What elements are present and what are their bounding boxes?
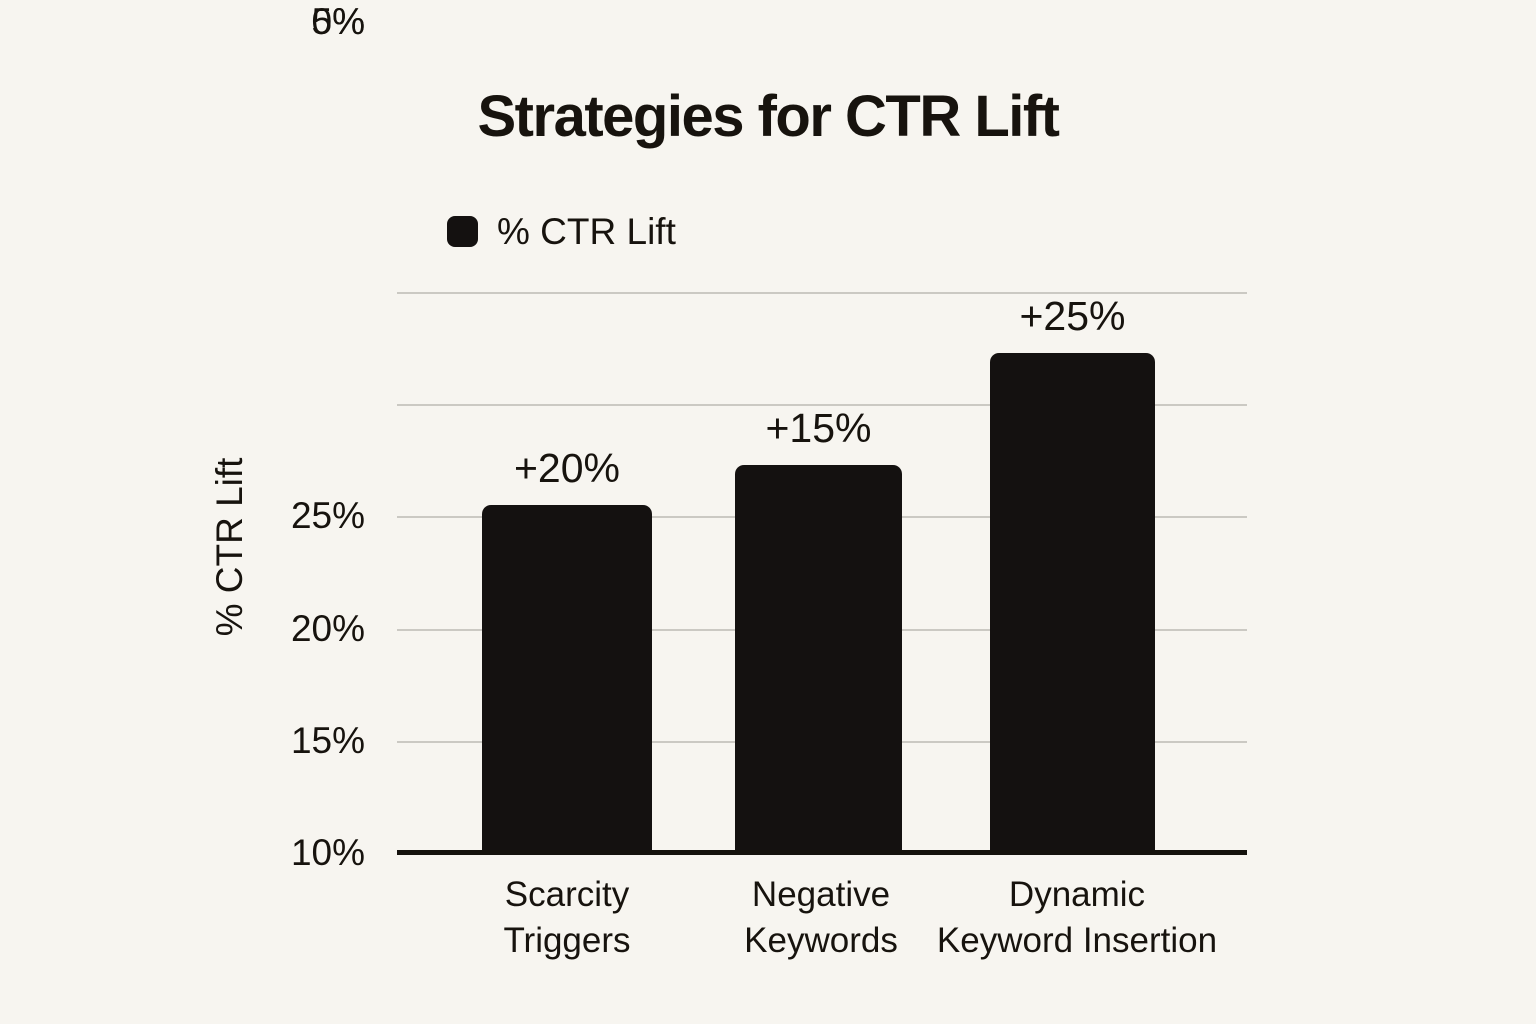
x-category-label: Scarcity Triggers xyxy=(503,875,631,960)
bar xyxy=(990,352,1155,853)
bar xyxy=(735,464,902,853)
y-tick-label: 5% xyxy=(311,1,365,42)
x-axis-line xyxy=(397,850,1247,855)
y-tick-label: 25% xyxy=(290,495,365,536)
y-tick-label: 15% xyxy=(290,720,365,761)
bar-column-scarcity-triggers: +20% xyxy=(482,292,652,853)
bar-column-dynamic-keyword-insertion: +25% xyxy=(990,292,1155,853)
bar-column-negative-keywords: +15% xyxy=(735,292,902,853)
y-tick-label: 10% xyxy=(290,832,365,873)
plot-area: +20% +15% +25% xyxy=(397,292,1247,855)
bar-value-label: +15% xyxy=(765,404,872,451)
bar-value-label: +25% xyxy=(1019,292,1126,339)
x-category-label: Dynamic Keyword Insertion xyxy=(936,875,1218,960)
gridline xyxy=(397,404,1247,407)
legend: % CTR Lift xyxy=(447,213,676,250)
legend-label: % CTR Lift xyxy=(497,211,676,252)
bar-value-label: +20% xyxy=(513,445,621,492)
legend-swatch-icon xyxy=(447,216,478,247)
gridline xyxy=(397,292,1247,294)
bar xyxy=(482,505,652,853)
chart-title: Strategies for CTR Lift xyxy=(477,84,1061,149)
y-tick-label: 0% xyxy=(311,1,365,42)
x-category-label: Negative Keywords xyxy=(744,875,898,960)
y-tick-label: 20% xyxy=(290,608,365,649)
